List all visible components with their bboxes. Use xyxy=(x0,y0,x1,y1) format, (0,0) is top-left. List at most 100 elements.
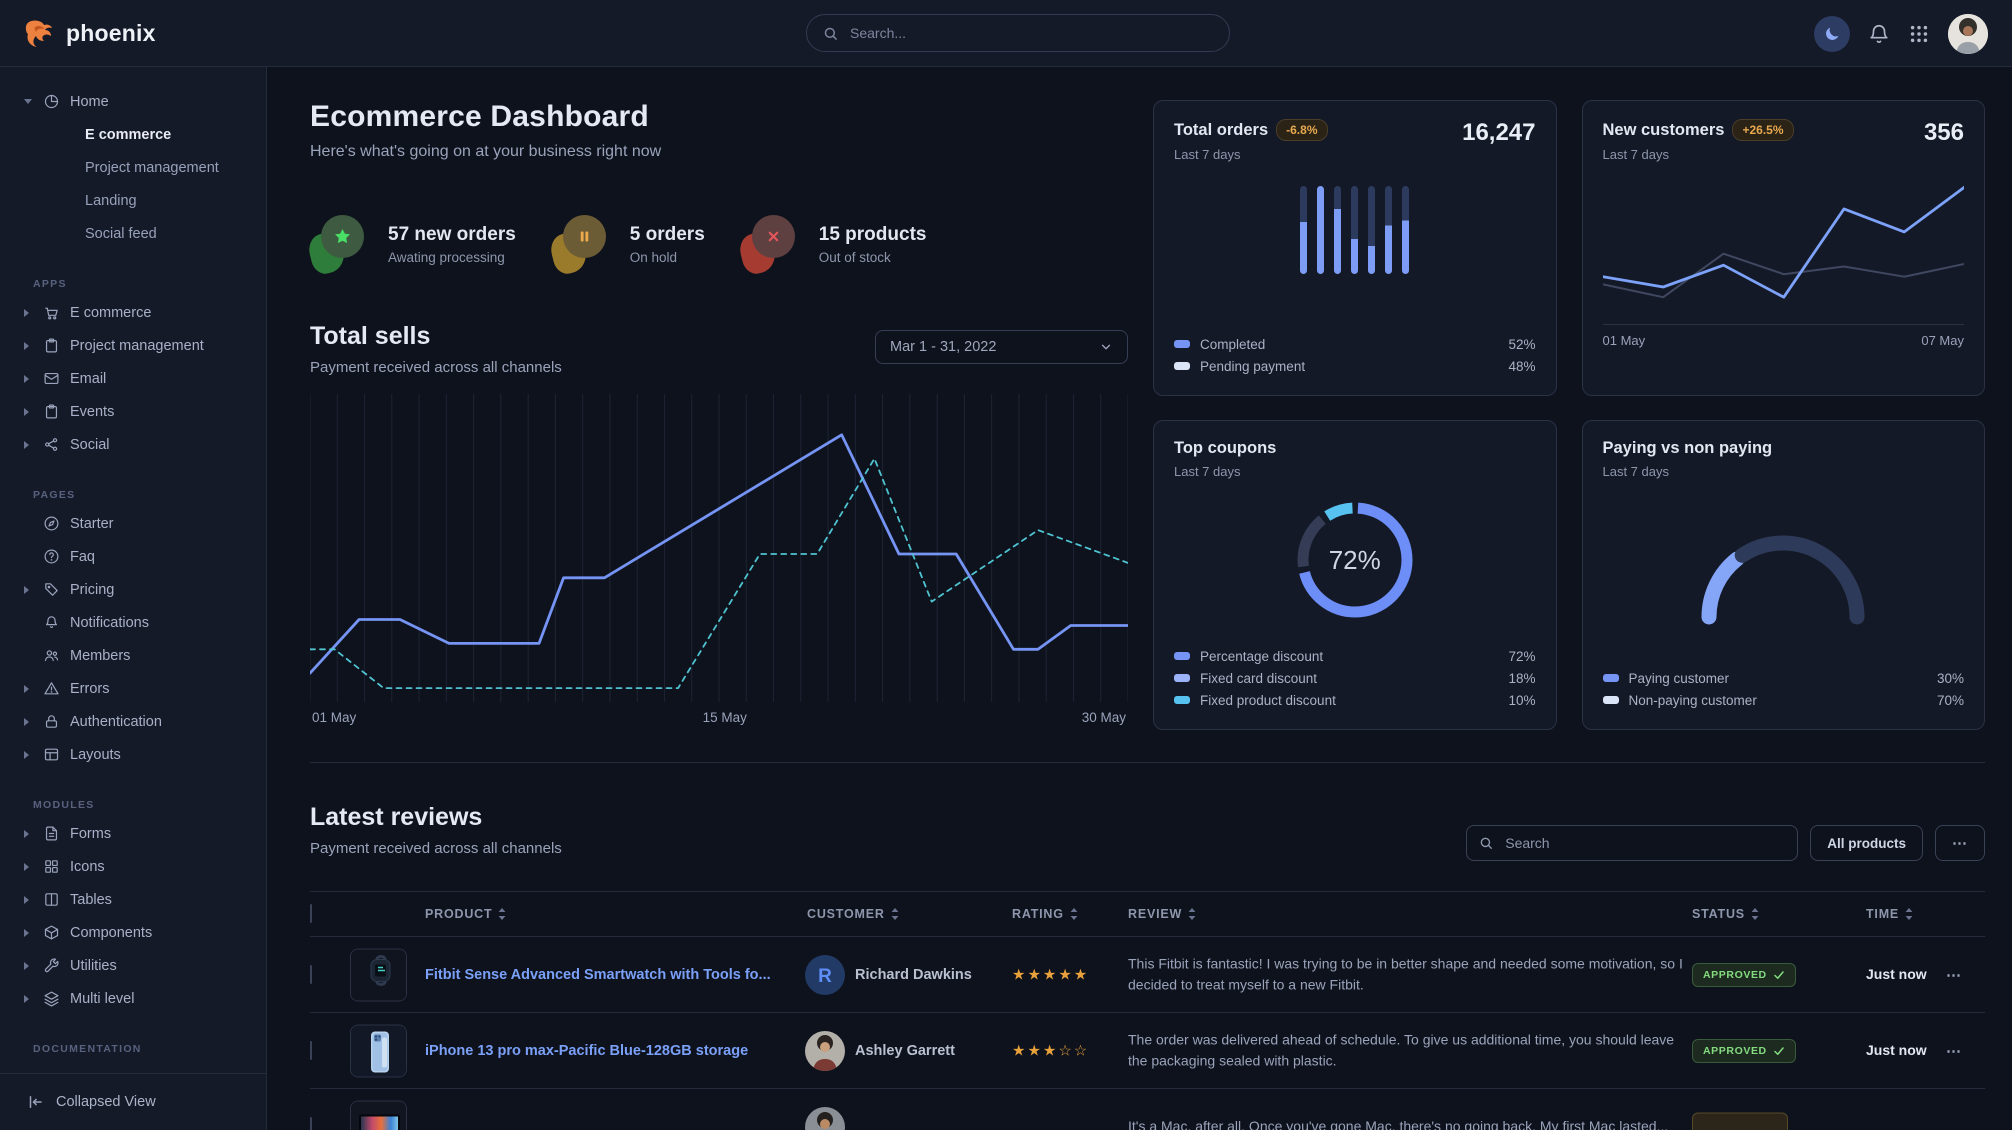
sidebar-item-tables[interactable]: Tables xyxy=(0,883,266,916)
sidebar-item-project-management[interactable]: Project management xyxy=(0,329,266,362)
legend-swatch-icon xyxy=(1174,674,1190,682)
card-period: Last 7 days xyxy=(1174,147,1241,162)
column-label: REVIEW xyxy=(1128,907,1183,921)
theme-toggle-button[interactable] xyxy=(1814,15,1850,52)
brand-logo[interactable]: phoenix xyxy=(0,17,156,49)
sidebar-item-forms[interactable]: Forms xyxy=(0,817,266,850)
sidebar-item-label: Forms xyxy=(70,825,112,842)
sidebar-item-faq[interactable]: Faq xyxy=(0,540,266,573)
file-text-icon xyxy=(43,825,60,842)
coupons-donut-chart: 72% xyxy=(1280,485,1430,635)
row-checkbox[interactable] xyxy=(310,1116,312,1130)
stat-15-products: 15 products Out of stock xyxy=(736,215,926,277)
legend-value: 10% xyxy=(1508,692,1536,708)
lock-icon xyxy=(43,713,60,730)
row-checkbox[interactable] xyxy=(310,964,312,984)
sidebar-item-home[interactable]: Home xyxy=(0,85,266,118)
moon-icon xyxy=(1823,25,1841,43)
stat-5-orders: 5 orders On hold xyxy=(547,215,705,277)
sidebar-item-multi-level[interactable]: Multi level xyxy=(0,982,266,1015)
sidebar-item-events[interactable]: Events xyxy=(0,395,266,428)
column-header-time[interactable]: TIME xyxy=(1866,907,1913,921)
rating-stars: ★★★☆☆ xyxy=(1012,1042,1090,1059)
notifications-button[interactable] xyxy=(1868,23,1890,45)
column-header-status[interactable]: STATUS xyxy=(1692,907,1759,921)
sidebar-item-notifications[interactable]: Notifications xyxy=(0,606,266,639)
collapsed-view-label: Collapsed View xyxy=(56,1094,156,1110)
row-actions-button[interactable]: ⋯ xyxy=(1940,965,1968,985)
sidebar-item-social[interactable]: Social xyxy=(0,428,266,461)
sidebar-item-label: Utilities xyxy=(70,957,117,974)
status-cell xyxy=(1692,1112,1788,1130)
reviews-title: Latest reviews xyxy=(310,803,483,831)
collapse-left-icon xyxy=(26,1093,44,1111)
stat-title: 5 orders xyxy=(629,223,705,245)
all-products-button[interactable]: All products xyxy=(1810,825,1923,861)
paying-vs-nonpaying-card: Paying vs non paying Last 7 days Paying … xyxy=(1581,420,1985,730)
more-options-button[interactable]: ⋯ xyxy=(1935,825,1985,861)
sidebar-item-utilities[interactable]: Utilities xyxy=(0,949,266,982)
legend-swatch-icon xyxy=(1174,652,1190,660)
product-link[interactable]: iPhone 13 pro max-Pacific Blue-128GB sto… xyxy=(425,1042,748,1060)
sidebar-item-label: Starter xyxy=(70,515,114,532)
column-header-customer[interactable]: CUSTOMER xyxy=(807,907,899,921)
global-search[interactable] xyxy=(806,14,1230,52)
caret-right-icon xyxy=(24,585,34,594)
sidebar-section-label: APPS xyxy=(33,278,67,290)
collapsed-view-toggle[interactable]: Collapsed View xyxy=(0,1073,266,1130)
sidebar-item-icons[interactable]: Icons xyxy=(0,850,266,883)
legend-item-percentage-discount: Percentage discount 72% xyxy=(1174,645,1536,667)
product-thumbnail xyxy=(350,948,407,1001)
order-bar xyxy=(1385,186,1393,274)
sidebar-item-label: Layouts xyxy=(70,746,121,763)
reviews-search-input[interactable] xyxy=(1503,834,1786,852)
apps-menu-button[interactable] xyxy=(1908,23,1930,45)
legend-item-paying-customer: Paying customer 30% xyxy=(1602,667,1964,689)
column-header-product[interactable]: PRODUCT xyxy=(425,907,506,921)
reviews-search[interactable] xyxy=(1466,825,1799,861)
sidebar-item-members[interactable]: Members xyxy=(0,639,266,672)
sidebar-item-e-commerce[interactable]: E commerce xyxy=(0,296,266,329)
caret-right-icon xyxy=(24,407,34,416)
search-input[interactable] xyxy=(848,24,1213,42)
row-actions-button[interactable]: ⋯ xyxy=(1940,1041,1968,1061)
product-link-text[interactable]: Fitbit Sense Advanced Smartwatch with To… xyxy=(425,966,771,983)
rating-stars: ★★★★★ xyxy=(1012,966,1090,983)
sidebar-item-project-management[interactable]: Project management xyxy=(0,151,266,184)
sidebar-item-errors[interactable]: Errors xyxy=(0,672,266,705)
legend-swatch-icon xyxy=(1602,696,1619,704)
column-label: RATING xyxy=(1012,907,1064,921)
product-link[interactable]: Fitbit Sense Advanced Smartwatch with To… xyxy=(425,966,771,984)
dots-icon[interactable]: ⋯ xyxy=(1940,1041,1968,1061)
column-header-review[interactable]: REVIEW xyxy=(1128,907,1196,921)
customer-avatar: R xyxy=(805,954,845,995)
profile-avatar[interactable] xyxy=(1948,13,1988,54)
sidebar-item-starter[interactable]: Starter xyxy=(0,507,266,540)
sidebar-item-email[interactable]: Email xyxy=(0,362,266,395)
date-range-select[interactable]: Mar 1 - 31, 2022 xyxy=(875,330,1128,364)
dots-icon[interactable]: ⋯ xyxy=(1940,965,1968,985)
column-label: TIME xyxy=(1866,907,1900,921)
product-link-text[interactable]: iPhone 13 pro max-Pacific Blue-128GB sto… xyxy=(425,1042,749,1059)
order-bar xyxy=(1334,186,1342,274)
status-badge: APPROVED xyxy=(1692,1038,1796,1063)
caret-right-icon xyxy=(24,440,34,449)
sidebar-item-e-commerce[interactable]: E commerce xyxy=(0,118,266,151)
legend-item-completed: Completed 52% xyxy=(1174,333,1536,355)
sidebar-item-label: Multi level xyxy=(70,990,135,1007)
sidebar-item-components[interactable]: Components xyxy=(0,916,266,949)
row-checkbox[interactable] xyxy=(310,1040,312,1060)
total-sells-chart xyxy=(310,392,1128,704)
sidebar-item-social-feed[interactable]: Social feed xyxy=(0,217,266,250)
column-header-rating[interactable]: RATING xyxy=(1012,907,1078,921)
card-period: Last 7 days xyxy=(1174,464,1241,479)
sidebar-item-landing[interactable]: Landing xyxy=(0,184,266,217)
total-sells-x-axis: 01 May 15 May 30 May xyxy=(310,704,1128,730)
sidebar-item-pricing[interactable]: Pricing xyxy=(0,573,266,606)
clipboard-icon xyxy=(43,337,60,354)
select-all-checkbox[interactable] xyxy=(310,904,312,923)
sidebar-item-layouts[interactable]: Layouts xyxy=(0,738,266,771)
legend-value: 52% xyxy=(1508,336,1536,352)
sidebar-item-authentication[interactable]: Authentication xyxy=(0,705,266,738)
caret-right-icon xyxy=(24,961,34,970)
